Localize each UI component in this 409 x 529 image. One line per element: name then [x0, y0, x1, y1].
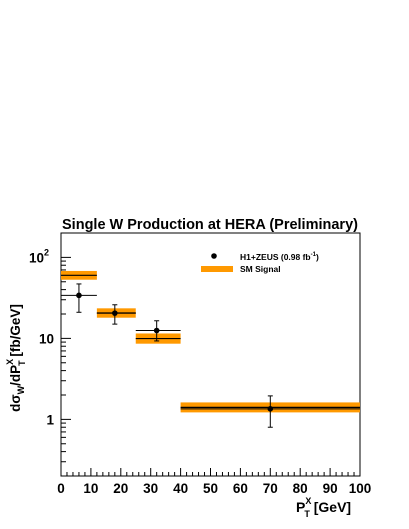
legend-data-marker: [211, 253, 217, 259]
legend: H1+ZEUS (0.98 fb-1) SM Signal: [201, 252, 319, 274]
x-tick-label: 60: [233, 481, 248, 496]
y-axis-label: dσW/dPX T [fb/GeV]: [5, 304, 27, 412]
legend-sm-swatch: [201, 266, 233, 272]
data-point: [76, 292, 82, 299]
y-tick-label: 102: [29, 247, 49, 265]
y-tick-label: 10: [39, 331, 54, 346]
x-tick-label: 40: [173, 481, 188, 496]
y-axis-ticks: 102 10 1: [29, 232, 71, 477]
legend-data-label: H1+ZEUS (0.98 fb-1): [240, 252, 319, 262]
x-axis-label: PX T [GeV]: [296, 496, 351, 519]
y-tick-label: 1: [46, 412, 54, 427]
x-tick-label: 90: [323, 481, 338, 496]
x-tick-label: 100: [349, 481, 372, 496]
chart-title: Single W Production at HERA (Preliminary…: [62, 217, 358, 233]
data-point: [112, 310, 118, 316]
x-tick-label: 50: [203, 481, 218, 496]
sm-signal-bands: [61, 270, 360, 413]
x-tick-label: 80: [293, 481, 308, 496]
x-tick-label: 10: [83, 481, 98, 496]
x-tick-label: 30: [143, 481, 158, 496]
data-point: [153, 327, 160, 334]
x-tick-label: 0: [57, 481, 65, 496]
data-point: [267, 406, 274, 412]
x-tick-label: 20: [113, 481, 128, 496]
x-tick-label: 70: [263, 481, 278, 496]
legend-sm-label: SM Signal: [240, 264, 281, 274]
data-points: [61, 283, 360, 428]
x-axis-ticks: 0 10 20 30 40 50 60 70 80 90 100: [57, 468, 371, 496]
